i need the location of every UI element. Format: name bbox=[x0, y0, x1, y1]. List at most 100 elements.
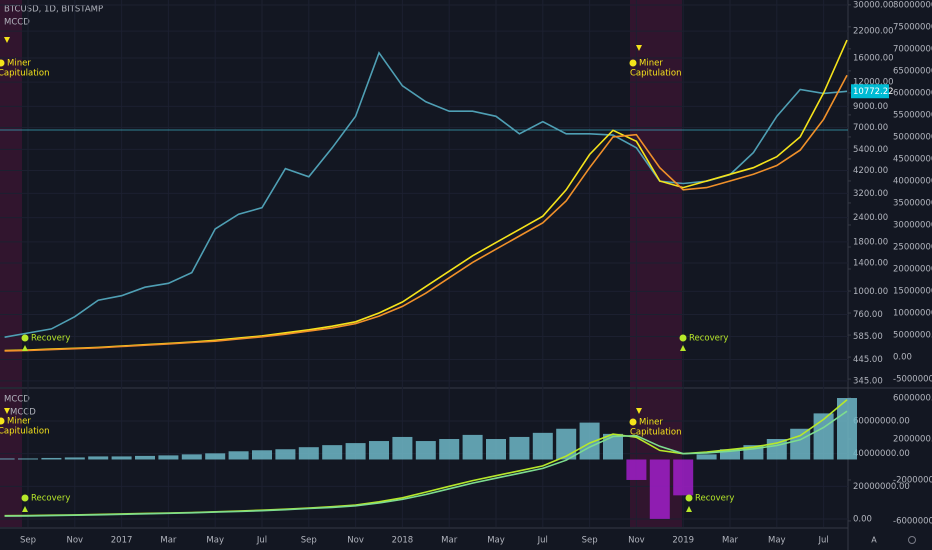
last-price-label: 10772.22 bbox=[853, 87, 894, 97]
annotation-text: Recovery bbox=[31, 494, 70, 504]
y2-tick-label: 10000000.00 bbox=[893, 309, 932, 319]
annotation-text: Miner bbox=[639, 59, 663, 69]
annotation-icon bbox=[629, 418, 637, 426]
histogram-bar bbox=[181, 454, 202, 460]
x-tick-label: Sep bbox=[20, 536, 36, 546]
y2-tick-label: -5000000.00 bbox=[893, 375, 932, 385]
y2-tick-label: 35000000.00 bbox=[893, 198, 932, 208]
x-tick-label: Nov bbox=[628, 536, 645, 546]
y-tick-label: 345.00 bbox=[853, 376, 883, 386]
y2-tick-label: 5000000.00 bbox=[893, 331, 932, 341]
annotation-icon bbox=[21, 494, 29, 502]
annotation-text: Miner bbox=[7, 417, 31, 427]
indicator-legend: MCCD bbox=[10, 408, 36, 418]
histogram-bar bbox=[369, 441, 389, 460]
histogram-bar bbox=[298, 447, 319, 460]
annotation-text: Capitulation bbox=[0, 69, 49, 79]
annotation-text: Capitulation bbox=[630, 428, 681, 438]
histogram-bar bbox=[415, 441, 436, 460]
histogram-bar bbox=[18, 458, 38, 460]
histogram-bar bbox=[88, 456, 109, 460]
annotation-icon bbox=[679, 334, 687, 342]
histogram-bar bbox=[486, 438, 506, 460]
annotation-icon bbox=[0, 59, 5, 67]
annotation-marker bbox=[22, 506, 28, 512]
settings-button[interactable] bbox=[908, 536, 916, 544]
x-tick-label: Mar bbox=[160, 536, 177, 546]
auto-scale-button[interactable]: A bbox=[871, 536, 877, 545]
y2-tick-label: 55000000.00 bbox=[893, 110, 932, 120]
histogram-bar bbox=[275, 449, 296, 460]
histogram-bar bbox=[556, 428, 577, 460]
y-tick-label: 585.00 bbox=[853, 332, 883, 342]
annotation-text: Recovery bbox=[31, 334, 70, 344]
y2-tick-label: 70000000.00 bbox=[893, 44, 932, 54]
y-tick-label: 3200.00 bbox=[853, 189, 888, 199]
x-tick-label: Jul bbox=[537, 536, 548, 546]
y2-tick-label: -2000000.00 bbox=[893, 475, 932, 485]
histogram-bar bbox=[509, 436, 530, 460]
x-tick-label: Jul bbox=[817, 536, 828, 546]
x-tick-label: 2018 bbox=[392, 536, 414, 546]
annotation-marker bbox=[4, 37, 10, 43]
histogram-bar bbox=[837, 398, 857, 460]
annotation-text: Miner bbox=[7, 59, 31, 69]
symbol-title: BTCUSD, 1D, BITSTAMP bbox=[4, 5, 103, 15]
x-tick-label: Sep bbox=[582, 536, 598, 546]
histogram-bar bbox=[64, 457, 85, 460]
y2-tick-label: 40000000.00 bbox=[893, 176, 932, 186]
histogram-bar bbox=[252, 450, 272, 460]
histogram-bar bbox=[41, 457, 62, 460]
capitulation-zone bbox=[0, 389, 22, 527]
histogram-bar bbox=[322, 445, 343, 460]
y2-tick-label: 20000000.00 bbox=[893, 265, 932, 275]
annotation-text: Capitulation bbox=[0, 427, 49, 437]
histogram-bar bbox=[696, 454, 717, 460]
histogram-bar bbox=[720, 449, 740, 460]
annotation-marker bbox=[686, 506, 692, 512]
annotation-marker bbox=[636, 45, 642, 51]
annotation-text: Capitulation bbox=[630, 69, 681, 79]
y-tick-label: 1800.00 bbox=[853, 237, 888, 247]
y2-tick-label: -6000000.00 bbox=[893, 516, 932, 526]
y2-tick-label: 0.00 bbox=[893, 353, 912, 363]
annotation-text: Miner bbox=[639, 418, 663, 428]
x-tick-label: Nov bbox=[67, 536, 84, 546]
annotation-marker bbox=[636, 408, 642, 414]
y-tick-label: 1000.00 bbox=[853, 287, 888, 297]
histogram-bar bbox=[439, 438, 460, 460]
annotation-icon bbox=[21, 334, 29, 342]
histogram-bar bbox=[345, 443, 366, 460]
y-tick-label: 20000000.00 bbox=[853, 482, 910, 492]
x-tick-label: 2017 bbox=[111, 536, 133, 546]
annotation-icon bbox=[629, 59, 637, 67]
y2-tick-label: 2000000.00 bbox=[893, 434, 932, 444]
y2-tick-label: 65000000.00 bbox=[893, 66, 932, 76]
series-line bbox=[4, 410, 848, 517]
last-price-tag bbox=[851, 84, 889, 99]
histogram-bar bbox=[135, 455, 155, 460]
y-tick-label: 2400.00 bbox=[853, 213, 888, 223]
y-tick-label: 40000000.00 bbox=[853, 449, 910, 459]
y2-tick-label: 75000000.00 bbox=[893, 22, 932, 32]
histogram-bar bbox=[603, 433, 623, 460]
x-tick-label: Sep bbox=[301, 536, 317, 546]
histogram-bar bbox=[790, 428, 811, 460]
histogram-bar bbox=[228, 451, 249, 460]
histogram-bar bbox=[111, 456, 132, 460]
annotation-text: Recovery bbox=[689, 334, 728, 344]
x-tick-label: Mar bbox=[441, 536, 458, 546]
indicator-legend: MCCD bbox=[4, 18, 30, 28]
y2-tick-label: 15000000.00 bbox=[893, 287, 932, 297]
y-tick-label: 9000.00 bbox=[853, 102, 888, 112]
y2-tick-label: 80000000.00 bbox=[893, 0, 932, 10]
y2-tick-label: 25000000.00 bbox=[893, 242, 932, 252]
annotation-marker bbox=[680, 345, 686, 351]
histogram-bar bbox=[649, 459, 670, 519]
y2-tick-label: 60000000.00 bbox=[893, 88, 932, 98]
histogram-bar bbox=[392, 436, 413, 460]
y-tick-label: 445.00 bbox=[853, 355, 883, 365]
y-tick-label: 760.00 bbox=[853, 310, 883, 320]
